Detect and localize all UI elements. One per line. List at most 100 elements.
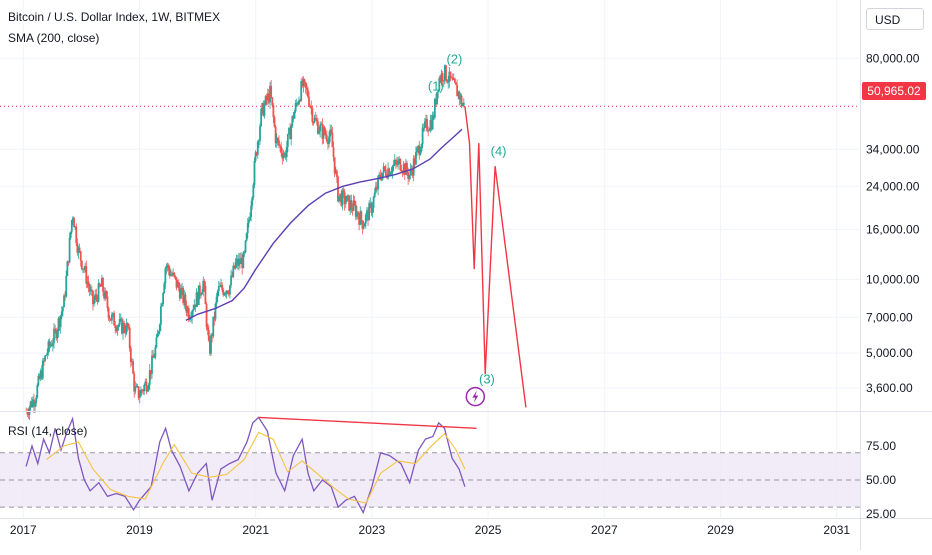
candle (377, 176, 379, 190)
candle (296, 102, 299, 105)
candle (144, 381, 147, 385)
candle (281, 152, 284, 159)
candle (438, 77, 441, 91)
wave-label[interactable]: (1) (428, 79, 444, 94)
candle (428, 129, 431, 131)
candle (429, 120, 432, 130)
candle (439, 77, 442, 82)
candle (216, 291, 219, 297)
candle (458, 91, 461, 100)
candle (57, 318, 60, 332)
rsi-band-fill (0, 452, 860, 508)
candle (408, 175, 411, 179)
candle (352, 200, 355, 211)
time-axis-tick: 2023 (359, 523, 386, 537)
candle (205, 304, 208, 328)
candle (317, 121, 319, 134)
candle (387, 168, 389, 179)
candle (103, 291, 106, 299)
candle (343, 192, 346, 205)
candle (351, 208, 354, 211)
candle (378, 174, 381, 177)
candle (291, 115, 294, 126)
candle (345, 195, 348, 202)
candle (384, 169, 387, 176)
candle (47, 341, 50, 353)
candle (178, 287, 181, 299)
candle (257, 140, 260, 142)
candle (213, 316, 216, 320)
candle (214, 303, 217, 320)
rsi-divergence-line (258, 416, 477, 429)
candle (314, 117, 317, 120)
candle (313, 117, 316, 123)
candle (415, 152, 417, 165)
wave-label[interactable]: (4) (491, 144, 507, 159)
candle (97, 283, 100, 302)
candle (272, 105, 275, 118)
candle (90, 289, 93, 291)
candle (116, 326, 119, 332)
candle (341, 190, 344, 206)
candle (56, 331, 59, 339)
candle (217, 286, 220, 292)
candle (79, 251, 82, 261)
legend-rsi[interactable]: RSI (14, close) (8, 424, 88, 438)
candle (449, 71, 452, 78)
rsi-line (25, 416, 466, 515)
candle (318, 131, 320, 134)
candle (306, 89, 309, 97)
candle (391, 166, 394, 173)
candle (166, 264, 169, 267)
candle (392, 164, 395, 167)
candle (75, 226, 78, 244)
candle (412, 158, 415, 176)
candle (223, 293, 226, 296)
currency-button[interactable]: USD (866, 8, 924, 30)
candle (249, 217, 251, 220)
candle (436, 92, 438, 105)
candle (172, 272, 175, 276)
candle (66, 261, 69, 276)
candle (309, 105, 312, 107)
candle (363, 223, 366, 227)
candle (348, 195, 351, 211)
grid (0, 0, 860, 518)
candle (163, 283, 166, 294)
candle (366, 210, 368, 215)
candle (194, 304, 197, 308)
candle (373, 192, 376, 198)
candle (159, 306, 162, 325)
candle (431, 115, 434, 130)
flash-icon[interactable] (465, 386, 486, 407)
candle (242, 252, 245, 269)
rsi-axis-tick: 25.00 (866, 507, 896, 521)
candle (422, 127, 425, 129)
candle (156, 333, 159, 338)
candle (59, 315, 62, 328)
rsi-layer (25, 416, 477, 515)
wave-label[interactable]: (2) (446, 52, 462, 67)
price-layer (0, 64, 860, 421)
time-axis-tick: 2027 (591, 523, 618, 537)
candle (292, 115, 295, 119)
candle (147, 384, 150, 390)
candle (447, 81, 450, 83)
candle (459, 95, 462, 100)
candle (112, 313, 114, 315)
rsi-ma-line (46, 431, 466, 504)
candle (402, 163, 405, 172)
legend-title[interactable]: Bitcoin / U.S. Dollar Index, 1W, BITMEX (8, 10, 221, 24)
candle (244, 240, 247, 253)
candle (29, 401, 32, 408)
projection-path (464, 106, 527, 408)
legend-sma[interactable]: SMA (200, close) (8, 31, 100, 45)
candle (143, 384, 146, 392)
candle (243, 252, 246, 253)
wave-label[interactable]: (3) (479, 372, 495, 387)
candle (357, 211, 359, 217)
time-axis-tick: 2031 (823, 523, 850, 537)
candle (202, 280, 205, 293)
